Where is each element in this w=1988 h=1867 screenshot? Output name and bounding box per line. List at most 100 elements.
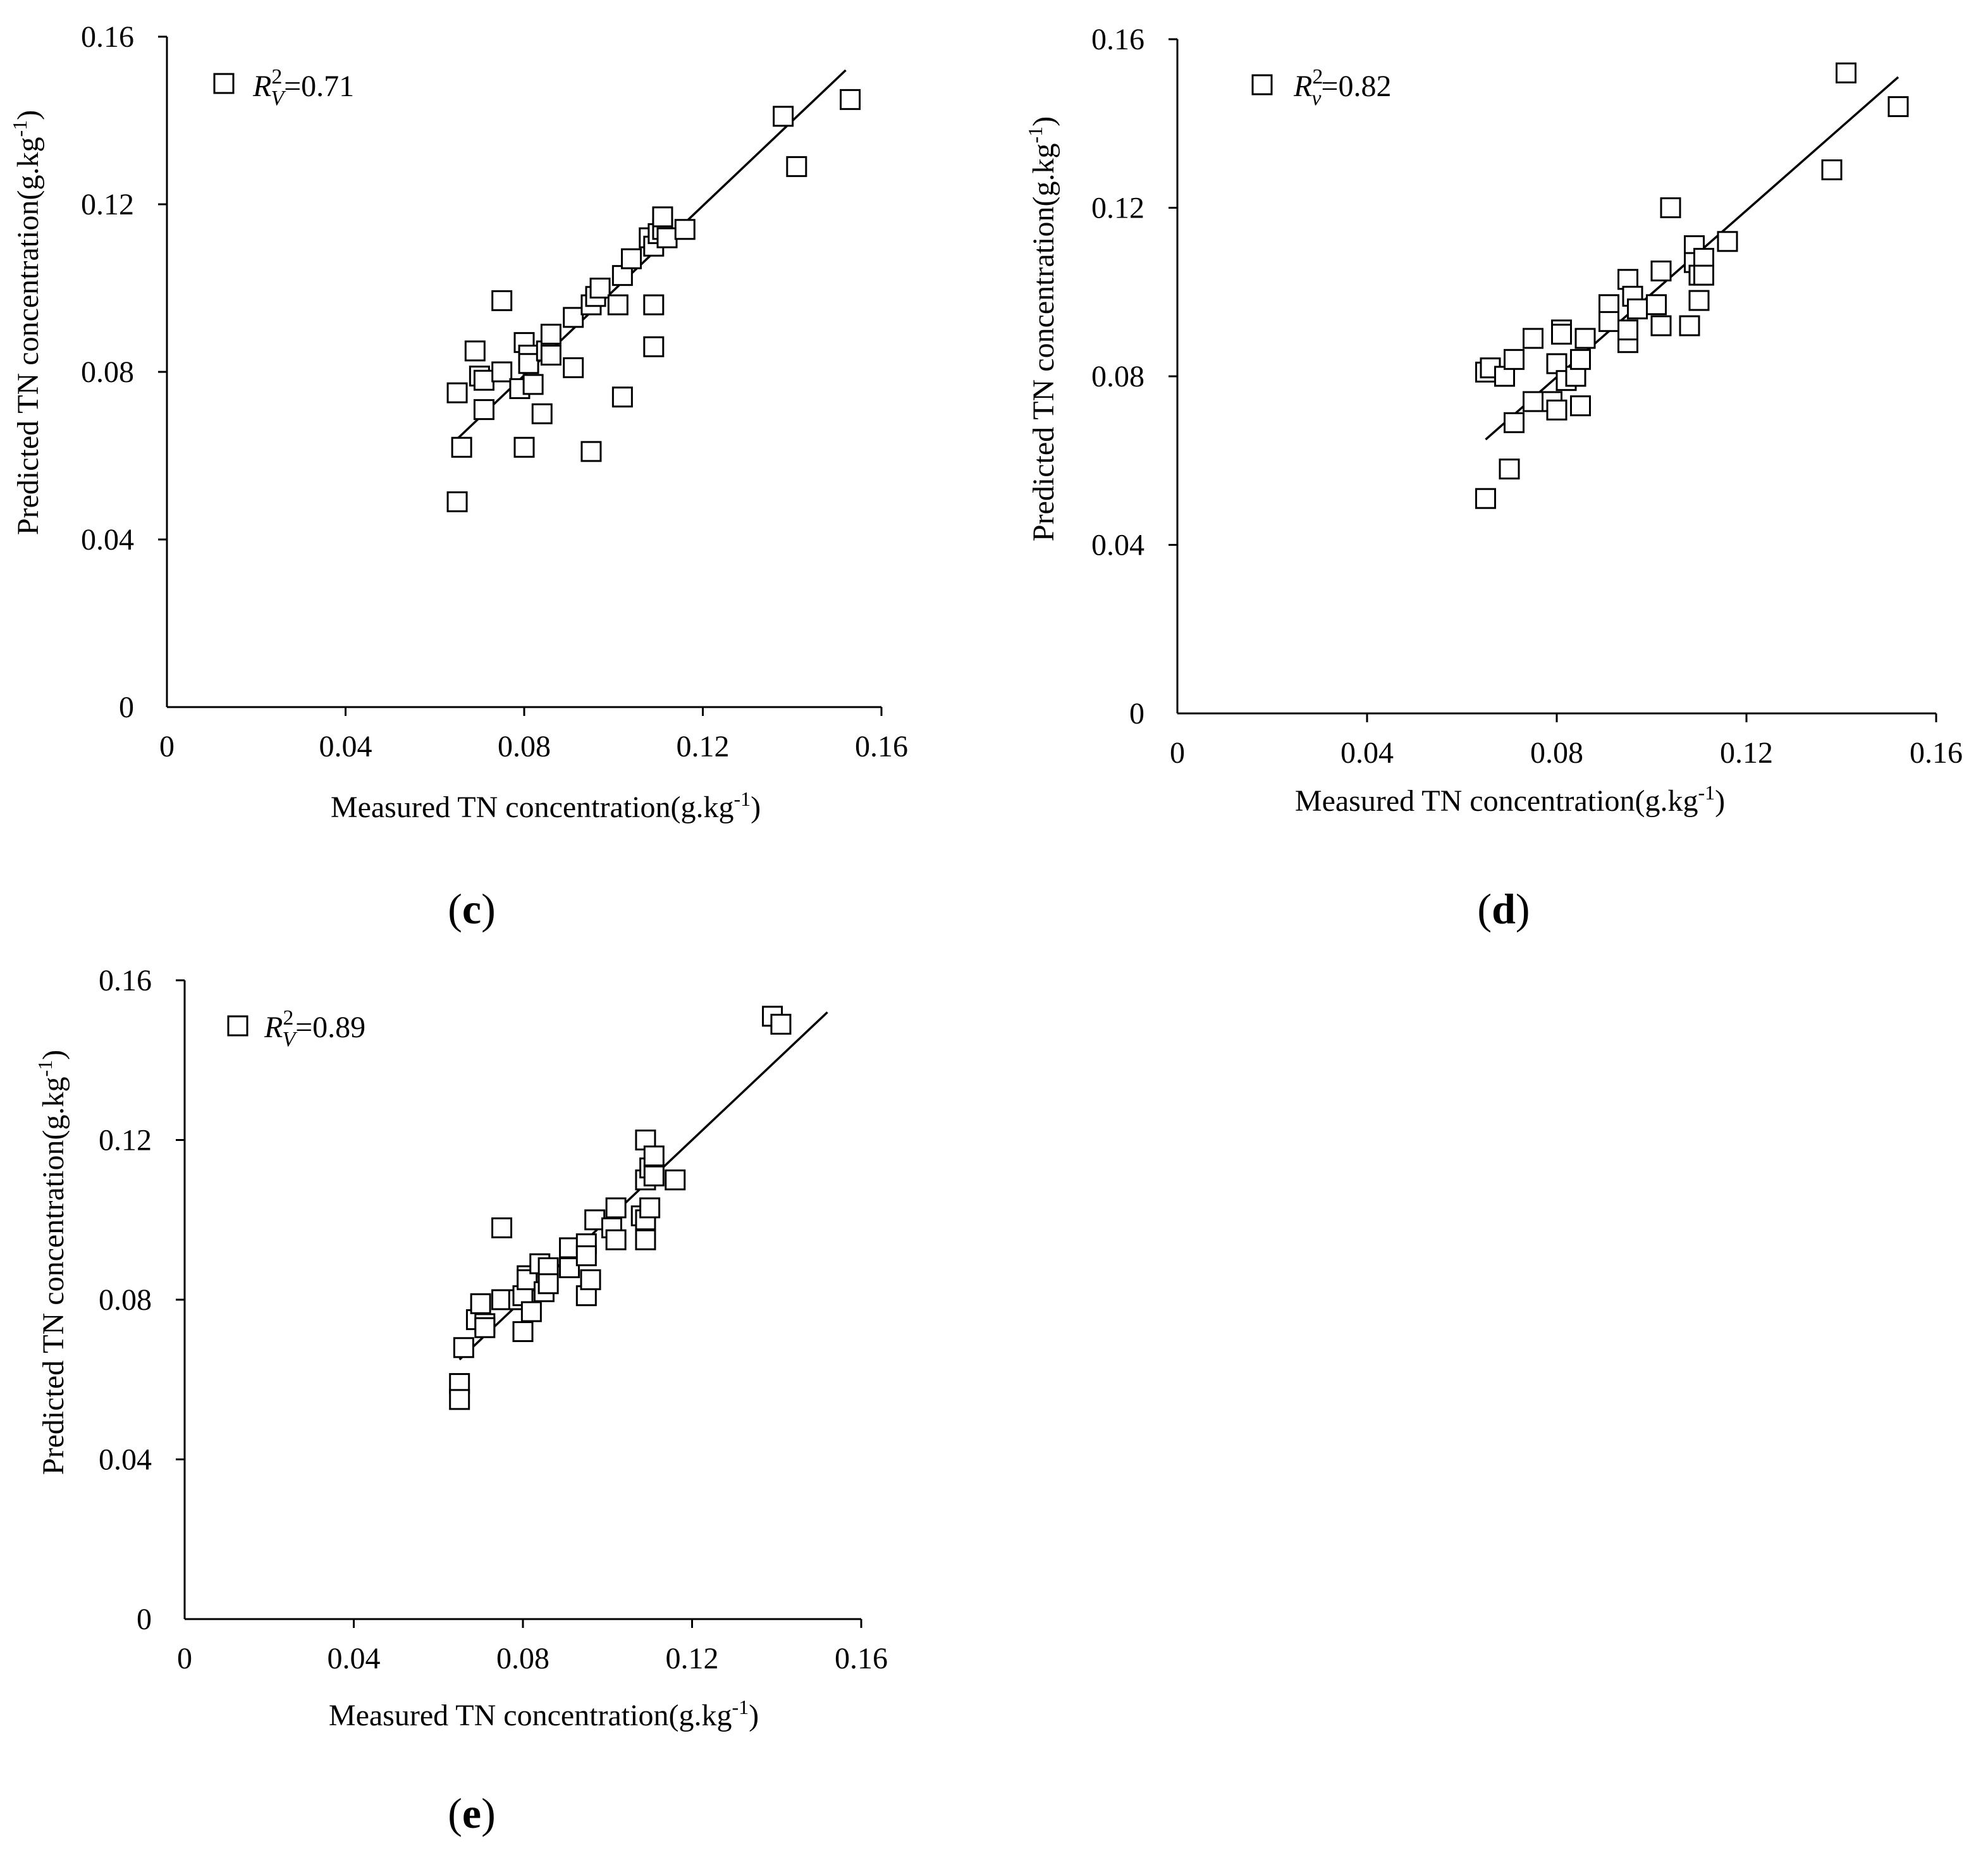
panel-d-y-tick-label: 0.16 bbox=[1091, 23, 1144, 56]
panel-d-data-point bbox=[1660, 197, 1681, 218]
panel-e-data-point bbox=[643, 1165, 665, 1186]
panel-c-data-point bbox=[491, 361, 513, 383]
panel-e-y-axis-label: Predicted TN concentration(g.kg-1) bbox=[34, 1050, 70, 1475]
panel-c-legend-marker bbox=[213, 73, 235, 94]
panel-d-data-point bbox=[1570, 395, 1591, 417]
panel-d-data-point bbox=[1523, 391, 1543, 412]
panel-c-data-point bbox=[518, 353, 539, 374]
panel-e-y-tick-label: 0.08 bbox=[99, 1283, 152, 1317]
panel-d-y-axis-label: Predicted TN concentration(g.kg-1) bbox=[1024, 116, 1060, 541]
panel-c-x-axis-label: Measured TN concentration(g.kg-1) bbox=[331, 787, 761, 824]
panel-e-x-tick-label: 0.12 bbox=[666, 1642, 719, 1675]
panel-c-y-tick-label: 0.04 bbox=[81, 523, 134, 557]
panel-c-data-point bbox=[840, 89, 861, 110]
panel-d-legend-marker bbox=[1251, 74, 1273, 96]
panel-d-data-point bbox=[1887, 96, 1909, 118]
panel-e-legend-label: R2 V=0.89 bbox=[264, 1006, 365, 1051]
panel-d-y-tick-label: 0 bbox=[1129, 697, 1144, 730]
panel-c-y-tick-label: 0 bbox=[119, 691, 134, 724]
panel-c-data-point bbox=[563, 357, 584, 378]
panel-d-y-tick-label: 0.08 bbox=[1091, 360, 1144, 393]
panel-c-x-tick-label: 0.04 bbox=[319, 730, 372, 763]
panel-d-data-point bbox=[1650, 260, 1672, 281]
panel-d-x-axis-label: Measured TN concentration(g.kg-1) bbox=[1295, 781, 1725, 818]
panel-e-y-tick-label: 0.12 bbox=[99, 1124, 152, 1157]
panel-e-data-point bbox=[665, 1169, 686, 1191]
panel-c-legend-label: R2 V=0.71 bbox=[252, 65, 354, 110]
panel-e-data-point bbox=[474, 1317, 496, 1338]
panel-c-data-point bbox=[464, 340, 486, 362]
panel-c-data-point bbox=[589, 278, 611, 299]
panel-e-x-axis-label: Measured TN concentration(g.kg-1) bbox=[329, 1696, 759, 1732]
panel-c-data-point bbox=[786, 156, 807, 177]
panel-d-data-point bbox=[1821, 159, 1843, 181]
panel-d-y-tick-label: 0.04 bbox=[1091, 529, 1144, 562]
panel-d-x-tick-label: 0.16 bbox=[1910, 736, 1963, 770]
panel-e-x-tick-label: 0.04 bbox=[328, 1642, 381, 1675]
panel-c-data-point bbox=[674, 219, 696, 240]
panel-c-data-point bbox=[607, 294, 629, 316]
panel-e-data-point bbox=[453, 1337, 474, 1359]
panel-d-data-point bbox=[1551, 323, 1572, 345]
panel-d-data-point bbox=[1836, 62, 1856, 83]
panel-c-data-point bbox=[621, 248, 642, 269]
panel-c-y-tick-label: 0.08 bbox=[81, 355, 134, 389]
panel-d-legend-label: R2 v=0.82 bbox=[1293, 65, 1392, 110]
panel-e-data-point bbox=[770, 1013, 792, 1035]
panel-d-x-tick-label: 0 bbox=[1170, 736, 1185, 770]
panel-d-data-point bbox=[1598, 311, 1619, 332]
panel-e-data-point bbox=[575, 1245, 597, 1267]
panel-e-data-point bbox=[537, 1273, 559, 1295]
panel-e-data-point bbox=[635, 1229, 656, 1250]
panel-c-x-tick-label: 0.16 bbox=[855, 730, 908, 763]
panel-c-data-point bbox=[446, 491, 468, 512]
panel-c-data-point bbox=[652, 206, 673, 228]
panel-c-data-point bbox=[540, 323, 561, 345]
panel-e-data-point bbox=[584, 1209, 606, 1231]
panel-d-data-point bbox=[1574, 328, 1596, 349]
panel-d-data-point bbox=[1693, 264, 1714, 286]
panel-e-data-point bbox=[605, 1197, 627, 1219]
panel-d-data-point bbox=[1617, 319, 1638, 341]
panel-d-data-point bbox=[1475, 488, 1496, 509]
panel-e-data-point bbox=[559, 1257, 580, 1278]
panel-e-data-point bbox=[520, 1301, 542, 1322]
panel-c-data-point bbox=[656, 227, 678, 249]
panel-c-data-point bbox=[491, 290, 513, 311]
panel-c-data-point bbox=[643, 336, 665, 357]
panel-e-data-point bbox=[605, 1229, 627, 1250]
panel-c-data-point bbox=[540, 345, 561, 366]
panel-d-data-point bbox=[1504, 348, 1525, 370]
panel-c-data-point bbox=[580, 441, 602, 462]
panel-c-y-axis-label: Predicted TN concentration(g.kg-1) bbox=[8, 110, 45, 535]
panel-d-data-point bbox=[1546, 399, 1568, 421]
panel-d-data-point bbox=[1570, 348, 1591, 370]
panel-c-data-point bbox=[473, 399, 494, 421]
panel-e-data-point bbox=[639, 1197, 661, 1219]
panel-d-data-point bbox=[1627, 298, 1648, 319]
panel-e-data-point bbox=[512, 1321, 534, 1342]
panel-e-y-tick-label: 0 bbox=[137, 1603, 152, 1636]
panel-c-data-point bbox=[513, 436, 535, 458]
panel-e-data-point bbox=[449, 1389, 470, 1410]
panel-e-x-tick-label: 0.16 bbox=[835, 1642, 888, 1675]
panel-d-label: (d) bbox=[1477, 885, 1530, 933]
panel-c-y-tick-label: 0.12 bbox=[81, 188, 134, 221]
panel-d-data-point bbox=[1499, 459, 1520, 480]
panel-d-data-point bbox=[1679, 315, 1700, 336]
panel-c-chart: Predicted TN concentration(g.kg-1) Measu… bbox=[8, 20, 908, 933]
panel-c-x-tick-label: 0 bbox=[159, 730, 175, 763]
panel-c-data-point bbox=[446, 382, 468, 404]
panel-e-y-tick-label: 0.16 bbox=[99, 964, 152, 997]
panel-c-data-point bbox=[522, 374, 544, 395]
panel-e-data-point bbox=[491, 1217, 513, 1238]
panel-e-x-tick-label: 0.08 bbox=[496, 1642, 549, 1675]
panel-c-data-point bbox=[473, 369, 494, 391]
panel-c-data-point bbox=[531, 403, 553, 424]
panel-d-data-point bbox=[1717, 231, 1738, 252]
panel-e-x-tick-label: 0 bbox=[177, 1642, 192, 1675]
panel-d-data-point bbox=[1504, 412, 1525, 433]
panel-d-data-point bbox=[1646, 294, 1667, 316]
panel-e-data-point bbox=[470, 1293, 491, 1314]
